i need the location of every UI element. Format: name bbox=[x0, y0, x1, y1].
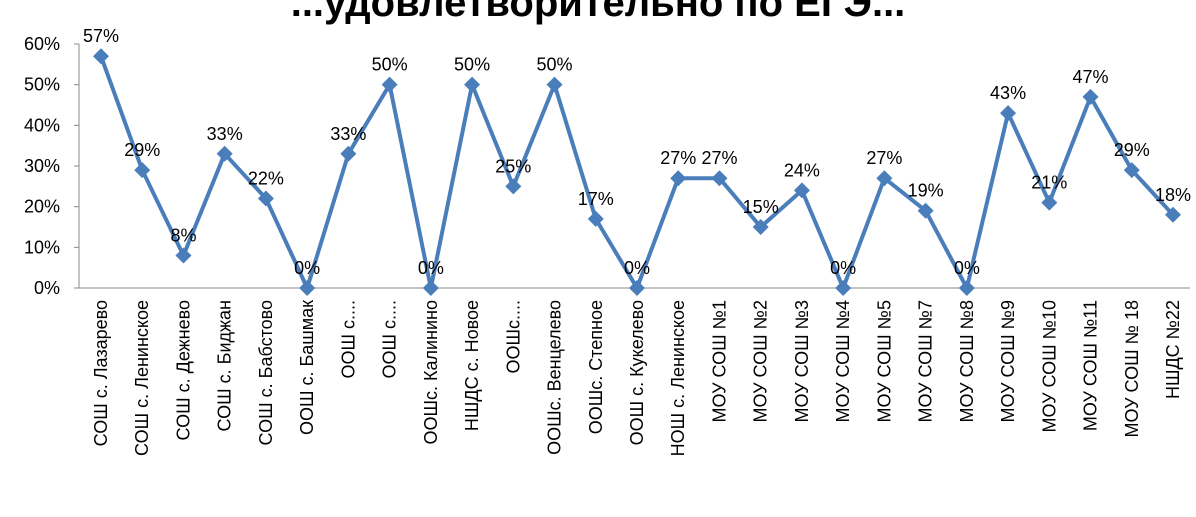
category-label: ООШ с.... bbox=[380, 300, 400, 379]
data-point bbox=[1165, 206, 1181, 223]
data-point bbox=[422, 280, 439, 296]
data-label: 22% bbox=[248, 169, 284, 189]
data-point bbox=[1041, 194, 1058, 211]
category-label: МОУ СОШ №8 bbox=[957, 300, 977, 422]
data-point bbox=[958, 280, 975, 296]
data-point bbox=[876, 170, 893, 187]
data-point bbox=[216, 145, 233, 162]
category-label: СОШ с. Биджан bbox=[215, 300, 235, 431]
category-label: НШДС №22 bbox=[1163, 300, 1183, 399]
data-point bbox=[340, 145, 357, 162]
category-label: ООШ с.... bbox=[338, 300, 358, 379]
y-axis: 0% 10% 20% 30% 40% 50% 60% bbox=[24, 34, 80, 298]
data-label: 47% bbox=[1073, 67, 1109, 87]
y-tick-label: 40% bbox=[24, 115, 60, 135]
category-label: ООШс. Калинино bbox=[421, 300, 441, 445]
data-label: 21% bbox=[1031, 173, 1067, 193]
data-point bbox=[917, 202, 934, 219]
data-label: 0% bbox=[624, 258, 650, 278]
data-label: 17% bbox=[578, 189, 614, 209]
category-label: МОУ СОШ №2 bbox=[751, 300, 771, 422]
data-label: 57% bbox=[83, 26, 119, 46]
data-point bbox=[464, 76, 481, 93]
data-label: 29% bbox=[1114, 140, 1150, 160]
data-point bbox=[546, 76, 563, 93]
series-markers bbox=[93, 48, 1181, 296]
data-point bbox=[835, 280, 852, 296]
data-label: 50% bbox=[372, 55, 408, 75]
y-tick-label: 30% bbox=[24, 156, 60, 176]
data-point bbox=[505, 178, 522, 195]
data-point bbox=[629, 280, 645, 296]
category-label: ООШс. Венцелево bbox=[545, 300, 565, 455]
y-tick-label: 10% bbox=[24, 237, 60, 257]
data-label: 33% bbox=[330, 124, 366, 144]
data-label: 25% bbox=[495, 156, 531, 176]
data-point bbox=[175, 247, 192, 264]
category-label: НШДС с. Новое bbox=[462, 300, 482, 431]
data-label: 27% bbox=[866, 148, 902, 168]
data-label: 0% bbox=[294, 258, 320, 278]
data-label: 19% bbox=[908, 181, 944, 201]
category-label: МОУ СОШ №11 bbox=[1081, 300, 1101, 431]
data-point bbox=[752, 219, 769, 235]
category-label: МОУ СОШ №1 bbox=[709, 300, 729, 422]
category-label: ООШ с. Кукелево bbox=[627, 300, 647, 445]
data-label: 43% bbox=[990, 83, 1026, 103]
category-label: МОУ СОШ №4 bbox=[833, 300, 853, 422]
data-point bbox=[257, 190, 274, 207]
category-label: СОШ с. Бабстово bbox=[256, 300, 276, 445]
data-point bbox=[711, 170, 728, 187]
data-labels: 57% 29% 8% 33% 22% 0% 33% 50% 0% 50% 25% 50% 17% 0% 27… bbox=[83, 26, 1191, 278]
data-point bbox=[134, 162, 151, 179]
data-point bbox=[93, 48, 109, 65]
category-label: МОУ СОШ №7 bbox=[916, 300, 936, 422]
data-label: 8% bbox=[170, 225, 196, 245]
data-point bbox=[793, 182, 810, 199]
category-label: ООШ с. Башмак bbox=[297, 300, 317, 435]
data-point bbox=[299, 280, 316, 296]
y-tick-label: 20% bbox=[24, 197, 60, 217]
data-label: 29% bbox=[124, 140, 160, 160]
data-label: 0% bbox=[954, 258, 980, 278]
data-label: 33% bbox=[207, 124, 243, 144]
data-point bbox=[587, 210, 604, 227]
category-labels: СОШ с. Лазарево СОШ с. Ленинское СОШ с. Де… bbox=[91, 300, 1183, 456]
data-point bbox=[381, 76, 398, 93]
data-label: 0% bbox=[830, 258, 856, 278]
category-label: СОШ с. Лазарево bbox=[91, 300, 111, 446]
y-tick-label: 60% bbox=[24, 34, 60, 54]
data-point bbox=[1000, 105, 1017, 122]
category-label: МОУ СОШ №10 bbox=[1039, 300, 1059, 432]
category-label: МОУ СОШ №3 bbox=[792, 300, 812, 422]
data-label: 18% bbox=[1155, 185, 1191, 205]
data-point bbox=[670, 170, 687, 187]
chart-title: ...удовлетворительно по ЕГЭ... bbox=[291, 0, 906, 25]
category-label: МОУ СОШ №9 bbox=[998, 300, 1018, 422]
category-label: ООШс.... bbox=[503, 300, 523, 374]
data-label: 0% bbox=[418, 258, 444, 278]
data-label: 50% bbox=[454, 55, 490, 75]
data-point bbox=[1123, 162, 1140, 179]
y-tick-label: 0% bbox=[34, 278, 60, 298]
category-label: ООШс. Степное bbox=[586, 300, 606, 434]
data-label: 24% bbox=[784, 160, 820, 180]
data-label: 50% bbox=[537, 55, 573, 75]
category-label: НОШ с. Ленинское bbox=[668, 300, 688, 456]
category-label: СОШ с. Ленинское bbox=[132, 300, 152, 456]
data-point bbox=[1082, 88, 1099, 105]
data-label: 27% bbox=[701, 148, 737, 168]
data-label: 15% bbox=[743, 197, 779, 217]
category-label: МОУ СОШ № 18 bbox=[1122, 300, 1142, 437]
y-tick-label: 50% bbox=[24, 75, 60, 95]
category-label: СОШ с. Дежнево bbox=[173, 300, 193, 440]
category-label: МОУ СОШ №5 bbox=[874, 300, 894, 422]
data-label: 27% bbox=[660, 148, 696, 168]
